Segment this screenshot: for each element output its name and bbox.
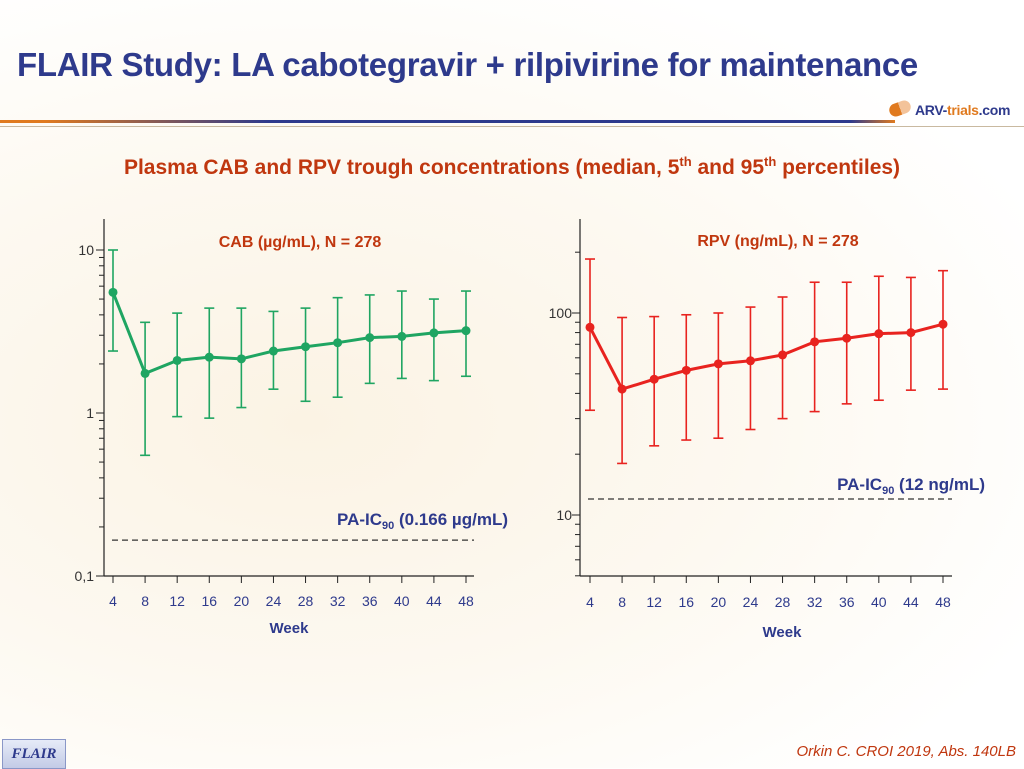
x-tick-label: 24 <box>743 594 759 610</box>
x-tick-label: 28 <box>775 594 791 610</box>
subtitle-sup2: th <box>764 154 777 169</box>
x-tick-label: 24 <box>266 593 282 609</box>
x-tick-label: 44 <box>426 593 442 609</box>
x-tick-label: 16 <box>678 594 694 610</box>
median-point <box>713 359 723 369</box>
x-tick-label: 32 <box>807 594 823 610</box>
x-tick-label: 4 <box>586 594 594 610</box>
arv-trials-logo: ARV-trials.com <box>885 98 1015 126</box>
x-tick-label: 40 <box>394 593 410 609</box>
median-point <box>778 350 788 360</box>
y-tick-label: 100 <box>549 305 573 321</box>
threshold-label: PA-IC90 (0.166 µg/mL) <box>337 510 508 532</box>
x-tick-label: 16 <box>201 593 217 609</box>
reference-citation: Orkin C. CROI 2019, Abs. 140LB <box>796 743 1016 760</box>
logo-text: ARV-trials.com <box>915 102 1010 118</box>
x-tick-label: 8 <box>141 593 149 609</box>
x-tick-label: 48 <box>458 593 474 609</box>
y-tick-label: 1 <box>86 405 94 421</box>
median-point <box>938 319 948 329</box>
chart-title: RPV (ng/mL), N = 278 <box>697 233 858 250</box>
x-tick-label: 20 <box>711 594 727 610</box>
threshold-label: PA-IC90 (12 ng/mL) <box>837 475 985 497</box>
y-tick-label: 10 <box>78 242 94 258</box>
median-point <box>301 342 311 352</box>
title-rule-thin <box>0 126 1024 127</box>
median-point <box>874 329 884 339</box>
x-tick-label: 12 <box>169 593 185 609</box>
logo-text-main: ARV- <box>915 102 947 118</box>
median-line <box>111 291 467 376</box>
subtitle-part2: and 95 <box>691 156 765 179</box>
x-tick-label: 20 <box>234 593 250 609</box>
x-tick-label: 32 <box>330 593 346 609</box>
x-tick-label: 28 <box>298 593 314 609</box>
x-tick-label: 36 <box>839 594 855 610</box>
median-point <box>681 365 691 375</box>
median-point <box>236 354 246 364</box>
logo-text-domain: .com <box>978 102 1011 118</box>
x-tick-label: 12 <box>646 594 662 610</box>
slide-title: FLAIR Study: LA cabotegravir + rilpiviri… <box>17 46 918 83</box>
title-rule <box>0 120 895 123</box>
median-point <box>461 326 471 336</box>
chart-subtitle: Plasma CAB and RPV trough concentrations… <box>0 154 1024 180</box>
y-tick-label: 10 <box>556 507 572 523</box>
subtitle-sup1: th <box>679 154 692 169</box>
median-point <box>333 338 343 348</box>
x-tick-label: 48 <box>935 594 951 610</box>
subtitle-part1: Plasma CAB and RPV trough concentrations… <box>123 156 680 179</box>
median-point <box>365 333 375 343</box>
median-point <box>172 355 182 365</box>
median-point <box>649 374 659 384</box>
logo-text-tail: trials <box>947 102 979 118</box>
x-tick-label: 40 <box>871 594 887 610</box>
x-tick-label: 44 <box>903 594 919 610</box>
median-point <box>268 346 278 356</box>
chart-title: CAB (µg/mL), N = 278 <box>219 234 382 251</box>
y-tick-label: 0,1 <box>75 568 95 584</box>
median-point <box>906 328 916 338</box>
median-point <box>745 356 755 366</box>
x-tick-label: 36 <box>362 593 378 609</box>
median-point <box>397 331 407 341</box>
median-point <box>429 328 439 338</box>
median-point <box>108 287 118 297</box>
median-point <box>842 333 852 343</box>
subtitle-part3: percentiles) <box>776 156 901 179</box>
median-point <box>617 384 627 394</box>
median-line <box>588 322 944 391</box>
x-axis-label: Week <box>763 624 803 641</box>
median-point <box>810 337 820 347</box>
x-tick-label: 8 <box>618 594 626 610</box>
x-tick-label: 4 <box>109 593 117 609</box>
median-point <box>585 322 595 332</box>
flair-badge: FLAIR <box>2 739 66 769</box>
x-axis-label: Week <box>270 620 310 637</box>
median-point <box>204 352 214 362</box>
median-point <box>140 368 150 378</box>
